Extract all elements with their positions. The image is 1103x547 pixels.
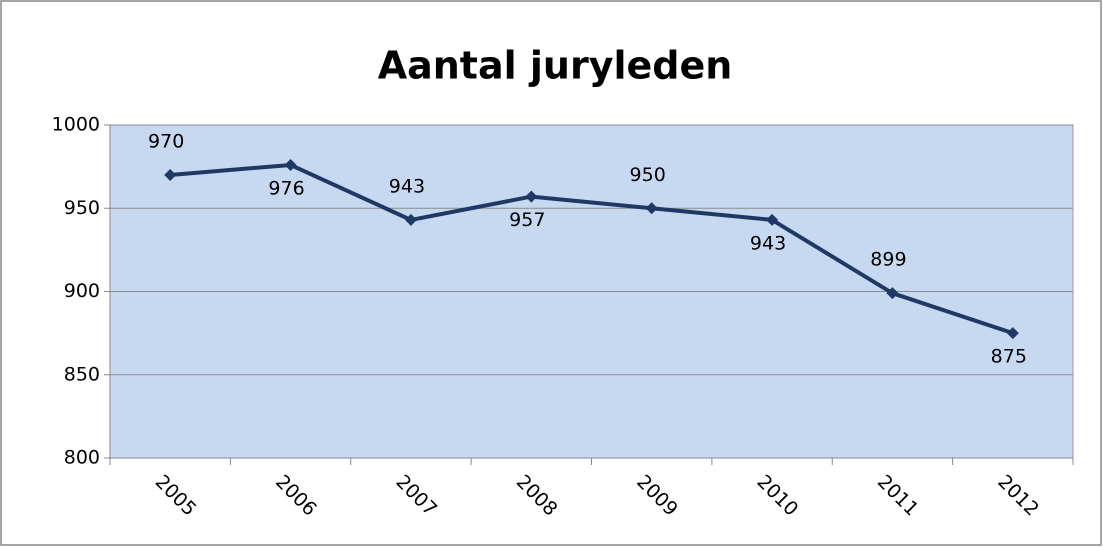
data-point [766, 213, 779, 226]
data-point [404, 213, 417, 226]
data-label: 970 [148, 130, 184, 152]
data-point [645, 202, 658, 215]
data-label: 950 [630, 164, 666, 186]
series-line [170, 162, 1014, 336]
y-tick-label: 950 [64, 197, 100, 219]
y-tick-label: 850 [64, 363, 100, 385]
data-label: 943 [750, 232, 786, 254]
data-point [284, 158, 297, 171]
data-point [886, 287, 899, 300]
data-label: 943 [389, 175, 425, 197]
data-label: 957 [509, 209, 545, 231]
data-label: 875 [991, 346, 1027, 368]
y-tick-label: 1000 [52, 114, 100, 136]
chart-title: Aantal juryleden [378, 44, 733, 88]
data-point [164, 168, 177, 181]
data-point [525, 190, 538, 203]
data-point [1006, 327, 1019, 340]
data-label: 899 [870, 249, 906, 271]
data-label: 976 [268, 177, 304, 199]
y-tick-label: 900 [64, 280, 100, 302]
y-tick-label: 800 [64, 447, 100, 469]
